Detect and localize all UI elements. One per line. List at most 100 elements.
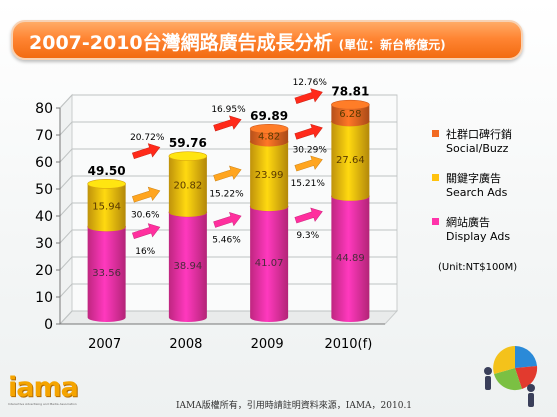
gridline (59, 94, 397, 109)
bar-segment-top (331, 99, 370, 110)
arrow-shape (132, 143, 161, 160)
arrow-shape (213, 212, 242, 228)
growth-arrow-total (294, 88, 323, 104)
y-tick-label: 10 (35, 290, 53, 306)
growth-arrow-display (213, 212, 242, 228)
growth-arrow-total (132, 143, 161, 160)
total-value-label: 49.50 (88, 164, 126, 178)
total-value-label: 78.81 (331, 85, 369, 99)
legend-label-social-en: Social/Buzz (446, 142, 509, 155)
arrow-shape (294, 207, 323, 224)
y-tick-label: 50 (35, 182, 53, 198)
growth-arrow-display (294, 207, 323, 224)
legend-swatch-search (432, 174, 439, 181)
arrow-shape (213, 115, 242, 132)
gridline (59, 148, 397, 163)
x-tick-label: 2010(f) (324, 337, 372, 352)
logo-tagline: Interactive Advertising and Media Associ… (8, 402, 77, 406)
growth-label-total: 16.95% (211, 105, 246, 115)
growth-label-total: 20.72% (130, 133, 165, 143)
total-value-label: 69.89 (250, 109, 288, 123)
segment-value-label: 33.56 (92, 268, 121, 279)
growth-arrow-search (294, 155, 323, 172)
growth-label-search: 15.22% (209, 189, 244, 199)
growth-label-display: 16% (135, 247, 155, 257)
copyright-note: IAMA版權所有，引用時請註明資料來源，IAMA，2010.1 (176, 401, 413, 411)
segment-value-label: 41.07 (255, 258, 284, 269)
legend-label-display-en: Display Ads (446, 230, 511, 243)
total-value-label: 59.76 (169, 136, 207, 150)
segment-value-label: 15.94 (92, 201, 121, 212)
gridline (59, 310, 397, 325)
growth-arrow-search (213, 165, 242, 182)
gridline (59, 229, 397, 244)
segment-value-label: 44.89 (336, 253, 365, 264)
y-tick-label: 30 (35, 236, 53, 252)
y-tick-label: 80 (35, 101, 53, 117)
bar-segment (87, 183, 126, 232)
segment-value-label: 20.82 (174, 180, 203, 191)
growth-label-display: 9.3% (296, 231, 319, 241)
arrow-shape (294, 155, 323, 172)
x-tick-label: 2007 (88, 337, 121, 352)
bar-segment (331, 196, 370, 322)
logo-wordmark: iama (8, 372, 79, 403)
gridline (59, 283, 397, 298)
segment-value-label: 4.82 (258, 131, 280, 142)
gridline (59, 175, 397, 190)
arrow-shape (132, 186, 161, 203)
y-tick-label: 20 (35, 263, 53, 279)
title-unit-note: (單位：新台幣億元) (338, 38, 446, 52)
y-tick-label: 60 (35, 155, 53, 171)
gridline (59, 121, 397, 136)
legend-swatch-social (432, 130, 439, 137)
page-title: 2007-2010台灣網路廣告成長分析 (單位：新台幣億元) (29, 28, 446, 55)
growth-arrow-social (294, 123, 323, 140)
gridline (59, 202, 397, 217)
growth-arrow-search (132, 186, 161, 203)
legend-label-search-en: Search Ads (446, 186, 508, 199)
title-banner: 2007-2010台灣網路廣告成長分析 (單位：新台幣億元) (11, 20, 523, 60)
bar-segment-top (168, 151, 208, 161)
chart-labels: 0 10 20 30 40 50 60 70 80 33.56 15.94 49.50 2007 38.9… (35, 78, 372, 352)
unit-label: (Unit:NT$100M) (438, 262, 518, 273)
x-tick-label: 2008 (169, 337, 202, 352)
bar-segment (168, 156, 207, 217)
bar-segment (250, 128, 289, 147)
arrow-shape (294, 123, 323, 140)
iama-logo: iama Interactive Advertising and Media A… (8, 372, 79, 406)
bar-segment-top (87, 179, 126, 189)
growth-arrow-display (132, 223, 161, 239)
legend-label-display-zh: 網站廣告 (446, 216, 490, 229)
growth-label-total: 12.76% (293, 78, 328, 88)
growth-arrow-total (213, 115, 242, 132)
growth-label-search: 15.21% (291, 179, 326, 189)
arrow-shape (132, 223, 161, 239)
arrow-shape (213, 165, 242, 182)
segment-value-label: 6.28 (339, 109, 361, 120)
growth-label-social: 30.29% (293, 145, 328, 155)
growth-label-search: 30.6% (131, 210, 160, 220)
arrow-shape (294, 88, 323, 104)
title-main: 2007-2010台灣網路廣告成長分析 (29, 32, 333, 54)
segment-value-label: 38.94 (174, 261, 203, 272)
bar-segment-top (249, 124, 289, 134)
segment-value-label: 23.99 (255, 170, 284, 181)
segment-value-label: 27.64 (336, 155, 365, 166)
gridline (59, 256, 397, 271)
bar-segment (331, 104, 370, 127)
growth-arrows (132, 88, 323, 239)
x-tick-label: 2009 (251, 337, 284, 352)
bar-segment (168, 212, 207, 322)
legend-label-social-zh: 社群口碑行銷 (446, 128, 512, 141)
bar-segment (87, 226, 126, 322)
y-tick-label: 70 (35, 128, 53, 144)
legend-swatch-display (432, 218, 439, 225)
y-tick-label: 40 (35, 209, 53, 225)
growth-label-display: 5.46% (212, 236, 241, 246)
y-tick-label: 0 (44, 317, 53, 333)
bar-segment (250, 206, 289, 322)
bar-segment (250, 141, 289, 212)
